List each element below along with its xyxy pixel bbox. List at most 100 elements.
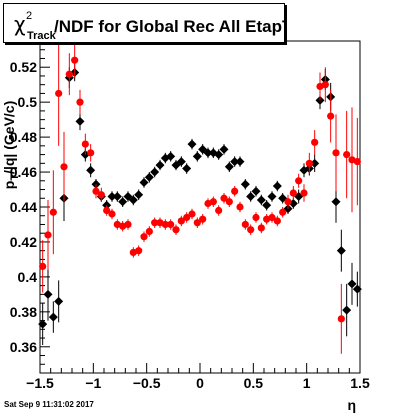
y-tick-label: 0.42 <box>10 234 37 250</box>
data-point <box>279 208 287 216</box>
series-red <box>39 41 361 354</box>
data-point <box>219 144 229 154</box>
data-point <box>86 165 96 175</box>
data-point <box>336 246 346 256</box>
y-tick-label: 0.46 <box>10 164 37 180</box>
data-point <box>150 167 160 177</box>
data-point <box>167 220 175 229</box>
data-point <box>49 208 57 216</box>
data-point <box>321 81 329 89</box>
title-box: χ 2 Track /NDF for Global Rec All EtapT <box>3 3 285 43</box>
y-tick-label: 0.4 <box>18 269 38 285</box>
data-point <box>273 217 281 225</box>
data-point <box>75 116 85 126</box>
data-point <box>97 191 105 199</box>
data-point <box>252 213 260 222</box>
data-point <box>151 219 159 227</box>
data-point <box>236 203 244 211</box>
data-point <box>256 195 266 205</box>
data-point <box>187 139 197 149</box>
data-point <box>300 189 308 197</box>
x-tick-label: 1 <box>303 375 311 391</box>
data-point <box>124 220 132 229</box>
data-point <box>305 159 313 167</box>
y-tick-label: 0.48 <box>10 129 37 145</box>
data-point <box>225 198 233 206</box>
data-point <box>183 213 191 222</box>
data-point <box>112 192 122 202</box>
y-tick-label: 0.5 <box>18 94 38 110</box>
x-tick-label: −1.5 <box>26 375 54 391</box>
data-point <box>140 233 148 241</box>
data-point <box>267 192 277 202</box>
x-axis-label: η <box>347 397 356 413</box>
y-tick-label: 0.52 <box>10 59 37 75</box>
data-point <box>43 289 53 299</box>
title-superscript: 2 <box>26 10 32 22</box>
data-point <box>310 158 320 168</box>
data-point <box>353 157 361 166</box>
title-chi-symbol: χ <box>14 12 26 36</box>
data-point <box>128 195 138 205</box>
title-subscript: Track <box>27 30 57 42</box>
data-point <box>108 210 116 218</box>
x-tick-label: 0 <box>196 375 204 391</box>
data-point <box>347 279 357 289</box>
data-point <box>241 220 249 229</box>
data-point <box>257 224 265 232</box>
data-point <box>192 151 202 161</box>
x-tick-label: 1.5 <box>350 375 370 391</box>
data-point <box>289 189 297 197</box>
data-point <box>188 210 196 218</box>
data-point <box>135 247 143 255</box>
data-point <box>92 187 100 195</box>
data-point <box>247 226 255 234</box>
data-point <box>246 192 256 202</box>
axes: −1.5 −1 −0.5 0 0.5 1 1.5 0.36 0.38 0.4 0.42 0.44 0.4… <box>10 49 370 391</box>
data-point <box>332 149 340 157</box>
data-point <box>311 138 319 146</box>
series-black <box>38 63 362 346</box>
data-point <box>220 194 228 202</box>
y-tick-label: 0.38 <box>10 304 37 320</box>
data-point <box>272 181 282 191</box>
data-point <box>327 112 335 120</box>
data-point <box>284 198 292 206</box>
plot-frame <box>39 40 361 374</box>
x-tick-label: 0.5 <box>244 375 264 391</box>
data-point <box>44 231 52 239</box>
data-point <box>87 149 95 157</box>
data-point <box>251 186 261 196</box>
data-point <box>144 172 154 182</box>
series-layer <box>38 41 362 354</box>
data-point <box>295 177 303 185</box>
footer-timestamp: Sat Sep 9 11:31:02 2017 <box>4 400 94 409</box>
data-point <box>134 190 144 200</box>
data-point <box>224 162 234 172</box>
data-point <box>81 140 89 148</box>
data-point <box>55 89 63 98</box>
data-point <box>166 151 176 161</box>
data-point <box>145 227 153 236</box>
data-point <box>48 312 58 322</box>
data-point <box>209 198 217 206</box>
data-point <box>103 206 111 215</box>
data-point <box>262 200 272 210</box>
data-point <box>118 197 128 207</box>
data-point <box>39 262 47 271</box>
data-point <box>60 163 68 171</box>
chart-title: /NDF for Global Rec All EtapT <box>54 17 284 36</box>
data-point <box>38 319 48 329</box>
data-point <box>76 98 84 106</box>
y-tick-label: 0.44 <box>10 199 37 215</box>
data-point <box>343 150 351 159</box>
data-point <box>331 197 341 207</box>
data-point <box>193 219 201 227</box>
data-point <box>203 148 213 158</box>
data-point <box>155 160 165 170</box>
data-point <box>214 150 224 160</box>
data-point <box>177 217 185 225</box>
data-point <box>240 179 250 189</box>
data-point <box>172 226 180 234</box>
